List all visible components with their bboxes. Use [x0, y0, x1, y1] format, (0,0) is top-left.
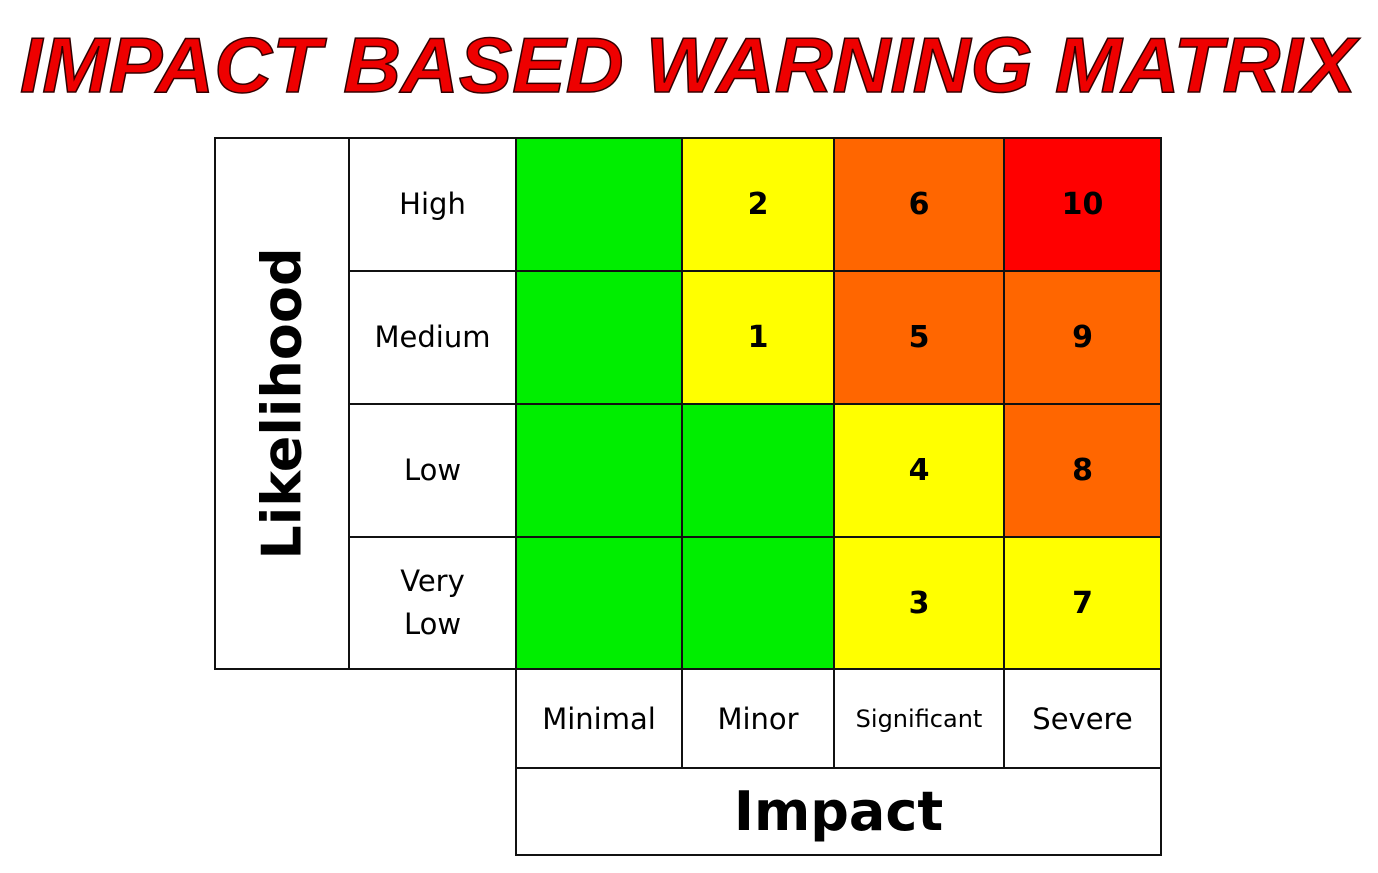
risk-cell: 9 — [1003, 270, 1162, 405]
risk-cell — [515, 137, 683, 272]
likelihood-axis: Likelihood — [214, 137, 350, 670]
impact-level: Severe — [1003, 668, 1162, 769]
risk-cell-text: 7 — [1072, 585, 1093, 621]
likelihood-label: Likelihood — [250, 247, 314, 560]
likelihood-level-text: High — [399, 186, 466, 221]
risk-cell: 3 — [833, 536, 1005, 670]
title: IMPACT BASED WARNING MATRIX — [20, 21, 1360, 109]
risk-cell-text: 1 — [747, 320, 769, 355]
risk-cell-text: 2 — [747, 187, 769, 222]
likelihood-level: Medium — [348, 270, 517, 405]
risk-cell-text: 10 — [1061, 187, 1104, 222]
impact-level-text: Minor — [717, 701, 799, 736]
impact-level: Minor — [681, 668, 835, 769]
impact-axis: Impact — [515, 767, 1162, 856]
likelihood-level-text: Medium — [374, 319, 491, 354]
title-area: IMPACT BASED WARNING MATRIX — [19, 20, 1361, 110]
risk-cell: 2 — [681, 137, 835, 272]
impact-level-text: Significant — [855, 704, 983, 733]
risk-cell: 6 — [833, 137, 1005, 272]
impact-level-text: Minimal — [542, 701, 656, 736]
likelihood-level-text: Very Low — [400, 563, 465, 642]
risk-cell — [681, 403, 835, 538]
impact-level-text: Severe — [1032, 701, 1133, 736]
risk-cell-text: 4 — [908, 453, 930, 488]
risk-cell — [515, 270, 683, 405]
likelihood-level: Low — [348, 403, 517, 538]
risk-cell — [515, 403, 683, 538]
impact-axis-text: Impact — [733, 780, 944, 843]
likelihood-level: Very Low — [348, 536, 517, 670]
risk-cell: 1 — [681, 270, 835, 405]
risk-cell: 5 — [833, 270, 1005, 405]
risk-cell-text: 8 — [1072, 453, 1093, 488]
risk-cell-text: 6 — [908, 187, 930, 222]
risk-cell-text: 5 — [908, 320, 930, 355]
risk-cell — [681, 536, 835, 670]
risk-cell: 10 — [1003, 137, 1162, 272]
risk-cell: 7 — [1003, 536, 1162, 670]
risk-cell: 8 — [1003, 403, 1162, 538]
risk-cell — [515, 536, 683, 670]
likelihood-level-text: Low — [403, 452, 462, 487]
risk-cell-text: 9 — [1072, 320, 1093, 355]
impact-level: Significant — [833, 668, 1005, 769]
risk-cell: 4 — [833, 403, 1005, 538]
risk-cell-text: 3 — [908, 585, 930, 621]
likelihood-level: High — [348, 137, 517, 272]
impact-level: Minimal — [515, 668, 683, 769]
